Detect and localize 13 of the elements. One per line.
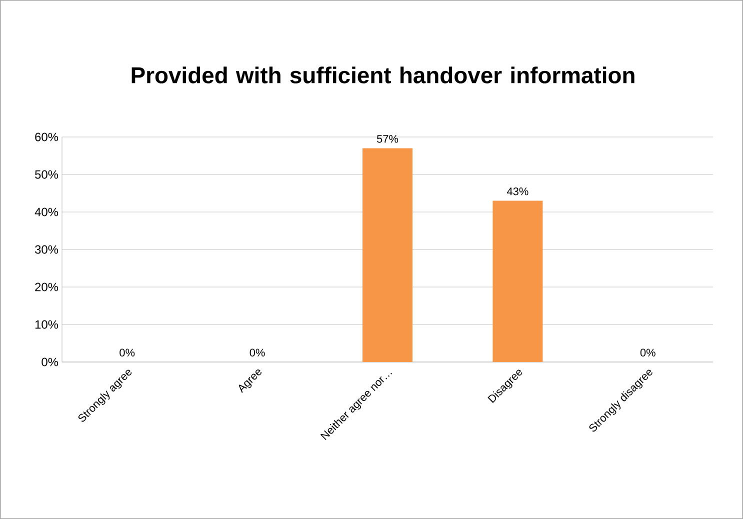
data-label: 57%	[376, 135, 398, 143]
y-tick-label: 20%	[35, 282, 58, 292]
data-label: 0%	[250, 348, 265, 356]
y-tick-label: 30%	[35, 245, 58, 254]
y-tick-label: 10%	[35, 320, 58, 329]
y-tick-label: 0%	[42, 358, 58, 366]
y-tick-label: 60%	[35, 132, 58, 142]
y-tick-label: 40%	[34, 208, 58, 216]
y-tick-label: 50%	[35, 170, 58, 179]
data-label: 0%	[640, 348, 656, 356]
data-label: 43%	[506, 187, 528, 196]
data-label: 0%	[120, 348, 135, 356]
chart-title: Provided with sufficient handover information	[132, 66, 634, 84]
